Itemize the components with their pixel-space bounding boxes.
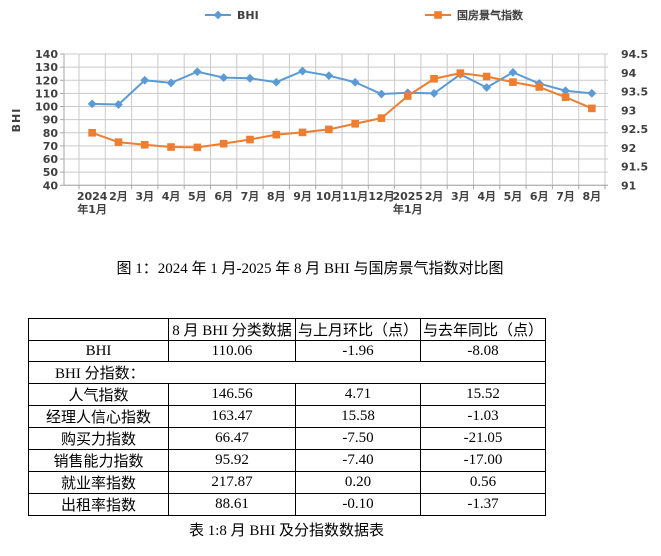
legend-item-guofang: 国房景气指数 — [425, 8, 524, 22]
svg-text:8月: 8月 — [267, 190, 286, 203]
svg-text:92: 92 — [621, 142, 636, 155]
svg-text:2月: 2月 — [425, 190, 444, 203]
svg-text:11月: 11月 — [342, 190, 368, 203]
svg-text:110: 110 — [35, 87, 58, 100]
value-cell: 8 月 BHI 分类数据 — [168, 318, 296, 341]
value-cell: 15.52 — [420, 383, 546, 406]
svg-text:70: 70 — [43, 140, 59, 153]
value-cell: -17.00 — [420, 449, 546, 472]
table-caption: 表 1:8 月 BHI 及分指数数据表 — [188, 523, 384, 539]
svg-text:80: 80 — [43, 127, 59, 140]
svg-text:10月: 10月 — [316, 190, 342, 203]
value-cell: 110.06 — [168, 340, 296, 362]
svg-text:5月: 5月 — [188, 190, 207, 203]
svg-text:7月: 7月 — [241, 190, 260, 203]
value-cell: -1.03 — [420, 405, 546, 428]
svg-text:94: 94 — [621, 67, 637, 80]
svg-text:140: 140 — [35, 48, 58, 61]
svg-text:3月: 3月 — [451, 190, 470, 203]
value-cell: -8.08 — [420, 340, 546, 362]
row-label-cell: 购买力指数 — [28, 427, 169, 450]
row-label-cell: BHI — [28, 340, 169, 362]
row-label-cell: 出租率指数 — [28, 493, 169, 516]
value-cell: 163.47 — [168, 405, 296, 428]
legend-label: BHI — [237, 9, 259, 22]
value-cell: 0.20 — [295, 471, 421, 494]
value-cell: 与上月环比（点） — [295, 318, 421, 341]
svg-text:12月: 12月 — [368, 190, 394, 203]
svg-text:93.5: 93.5 — [621, 86, 648, 99]
table-row: 销售能力指数 95.92 -7.40 -17.00 — [28, 449, 546, 472]
svg-text:5月: 5月 — [504, 190, 523, 203]
table-row: 就业率指数 217.87 0.20 0.56 — [28, 471, 546, 494]
svg-text:91: 91 — [621, 179, 636, 192]
gridlines — [64, 53, 608, 186]
value-cell: 217.87 — [168, 471, 296, 494]
value-cell: -0.10 — [295, 493, 421, 516]
row-label-cell: 就业率指数 — [28, 471, 169, 494]
table-row: 经理人信心指数 163.47 15.58 -1.03 — [28, 405, 546, 428]
svg-text:2月: 2月 — [109, 190, 128, 203]
svg-text:93: 93 — [621, 104, 636, 117]
table-header-row: 8 月 BHI 分类数据 与上月环比（点） 与去年同比（点） — [28, 318, 546, 341]
value-cell: 95.92 — [168, 449, 296, 472]
svg-text:90: 90 — [43, 114, 59, 127]
svg-text:7月: 7月 — [556, 190, 575, 203]
svg-text:91.5: 91.5 — [621, 161, 648, 174]
svg-text:6月: 6月 — [530, 190, 549, 203]
legend-label: 国房景气指数 — [457, 8, 524, 22]
table-section-row: BHI 分指数： — [28, 361, 546, 384]
row-label-cell: 经理人信心指数 — [28, 405, 169, 428]
figure-caption: 图 1：2024 年 1 月-2025 年 8 月 BHI 与国房景气指数对比图 — [116, 261, 504, 277]
axes — [60, 53, 608, 190]
row-label-cell — [28, 318, 169, 341]
table-row: 出租率指数 88.61 -0.10 -1.37 — [28, 493, 546, 516]
svg-text:50: 50 — [43, 166, 59, 179]
row-label-cell: 人气指数 — [28, 383, 169, 406]
table-row: 购买力指数 66.47 -7.50 -21.05 — [28, 427, 546, 450]
legend-item-bhi: BHI — [205, 9, 259, 22]
table-row: BHI 110.06 -1.96 -8.08 — [28, 340, 546, 362]
section-cell: BHI 分指数： — [28, 361, 546, 384]
value-cell: 4.71 — [295, 383, 421, 406]
svg-text:92.5: 92.5 — [621, 123, 648, 136]
left-axis-title: BHI — [10, 108, 23, 133]
line-chart-canvas: 14013012011010090807060504094.59493.5939… — [10, 8, 648, 216]
svg-text:100: 100 — [35, 101, 58, 114]
svg-text:40: 40 — [43, 179, 59, 192]
svg-text:9月: 9月 — [293, 190, 312, 203]
svg-text:3月: 3月 — [135, 190, 154, 203]
value-cell: 与去年同比（点） — [420, 318, 546, 341]
value-cell: 66.47 — [168, 427, 296, 450]
value-cell: -7.50 — [295, 427, 421, 450]
right-axis-labels: 94.5 94 93.5 93 92.5 92 91.5 91 — [621, 48, 648, 192]
svg-text:8月: 8月 — [583, 190, 602, 203]
row-label-cell: 销售能力指数 — [28, 449, 169, 472]
svg-text:120: 120 — [35, 74, 58, 87]
value-cell: 15.58 — [295, 405, 421, 428]
value-cell: 88.61 — [168, 493, 296, 516]
svg-text:60: 60 — [43, 153, 59, 166]
value-cell: -21.05 — [420, 427, 546, 450]
value-cell: -7.40 — [295, 449, 421, 472]
series-guofang — [88, 69, 596, 152]
svg-text:4月: 4月 — [477, 190, 496, 203]
svg-text:130: 130 — [35, 61, 58, 74]
value-cell: 0.56 — [420, 471, 546, 494]
value-cell: -1.96 — [295, 340, 421, 362]
value-cell: -1.37 — [420, 493, 546, 516]
svg-text:4月: 4月 — [162, 190, 181, 203]
svg-text:94.5: 94.5 — [621, 48, 648, 61]
svg-text:6月: 6月 — [214, 190, 233, 203]
bhi-line-chart: 140 130 120 110 100 90 80 70 60 50 40 94.5 94 93.5 93 9… — [0, 0, 661, 232]
table-row: 人气指数 146.56 4.71 15.52 — [28, 383, 546, 406]
value-cell: 146.56 — [168, 383, 296, 406]
data-table: 8 月 BHI 分类数据 与上月环比（点） 与去年同比（点） BHI 110.06 -1.… — [28, 318, 546, 516]
